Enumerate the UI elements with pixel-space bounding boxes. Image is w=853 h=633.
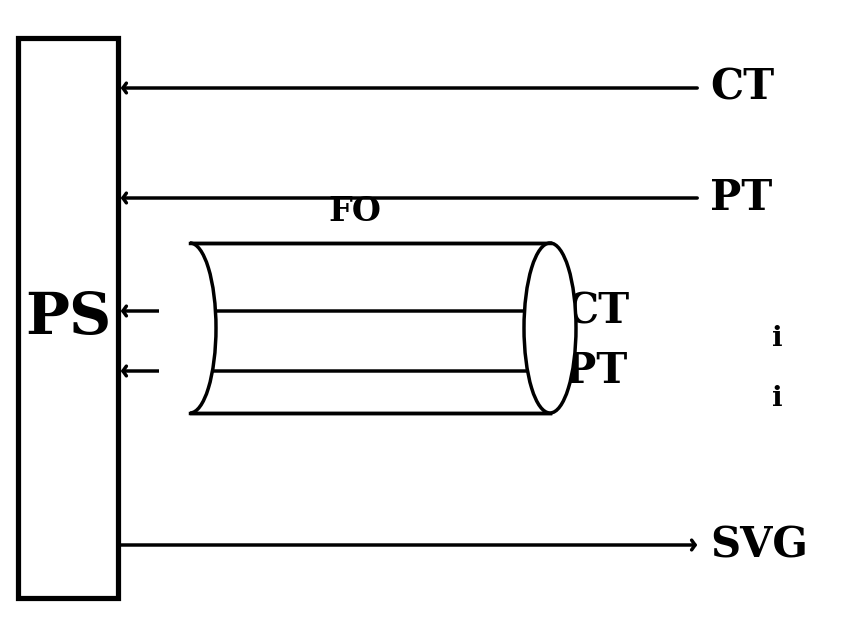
Bar bbox=[159, 238, 189, 418]
Ellipse shape bbox=[164, 243, 216, 413]
Ellipse shape bbox=[524, 243, 575, 413]
Text: i: i bbox=[771, 325, 782, 353]
Text: i: i bbox=[771, 385, 782, 413]
Text: PT: PT bbox=[709, 177, 771, 219]
Text: PS: PS bbox=[25, 290, 111, 346]
Bar bbox=[18, 38, 118, 598]
Text: SVG: SVG bbox=[709, 524, 807, 566]
Text: CT: CT bbox=[565, 290, 629, 332]
Text: PT: PT bbox=[565, 350, 626, 392]
Text: FO: FO bbox=[328, 195, 381, 228]
Text: CT: CT bbox=[709, 67, 773, 109]
